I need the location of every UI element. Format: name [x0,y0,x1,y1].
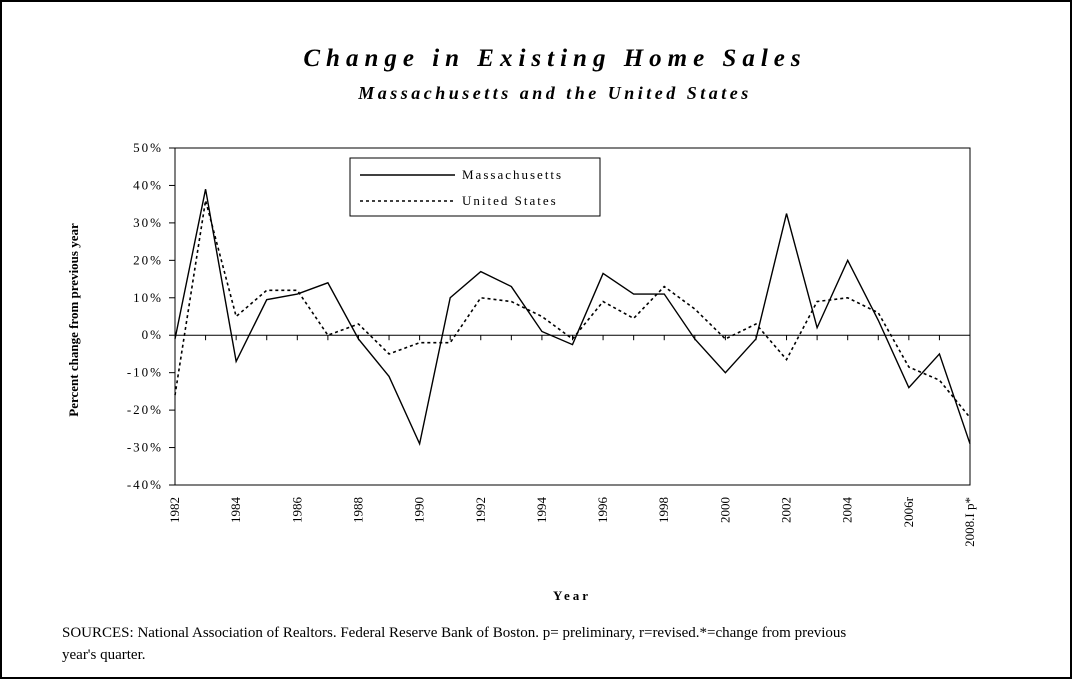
chart-subtitle: Massachusetts and the United States [357,83,752,103]
y-axis-label: Percent change from previous year [66,223,81,417]
x-tick-label: 1998 [656,497,671,523]
legend-box [349,157,601,217]
y-tick-label: 50% [133,140,163,155]
x-tick-label: 1992 [473,497,488,523]
chart-title: Change in Existing Home Sales [303,45,806,72]
x-tick-label: 1988 [350,497,365,523]
x-tick-label: 2002 [779,497,794,523]
y-tick-label: 10% [133,290,163,305]
source-note: SOURCES: National Association of Realtor… [62,625,847,663]
x-tick-label: 1984 [228,497,243,524]
x-tick-label: 1996 [595,497,610,524]
x-tick-label: 2004 [840,497,855,524]
x-tick-label: 1982 [167,497,182,523]
y-tick-label: -20% [127,402,163,417]
legend-label: Massachusetts [462,167,563,182]
x-tick-label: 2006r [901,496,916,527]
x-axis-label: Year [553,588,591,603]
x-tick-label: 1990 [412,497,427,523]
legend-label: United States [462,193,558,208]
x-tick-label: 2000 [717,497,732,523]
y-tick-label: -10% [127,365,163,380]
x-tick-label: 2008.I p* [962,497,977,547]
x-tick-label: 1986 [289,497,304,524]
y-tick-label: 20% [133,252,163,267]
series-line [174,189,971,447]
y-tick-label: 40% [133,177,163,192]
series-line [174,200,971,419]
y-tick-label: 0% [142,327,163,342]
x-tick-label: 1994 [534,497,549,524]
y-tick-label: -40% [127,477,163,492]
y-tick-label: -30% [127,440,163,455]
note-box: SOURCES: National Association of Realtor… [62,625,847,663]
plot-area [174,147,971,486]
y-tick-label: 30% [133,215,163,230]
